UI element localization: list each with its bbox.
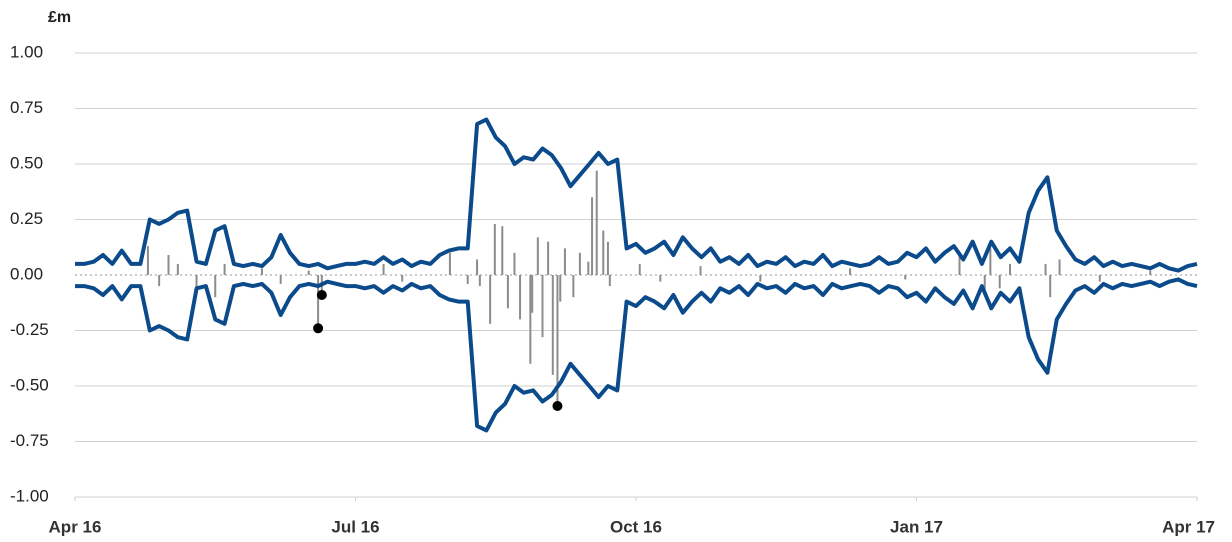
pnl-bar [904, 275, 907, 280]
var-line [75, 277, 1198, 433]
x-tick-label: Apr 17 [1162, 517, 1215, 536]
exception-dot [313, 323, 324, 334]
pnl-bar [519, 275, 522, 320]
y-tick-label: 0.00 [10, 264, 43, 283]
x-tick-label: Jan 17 [890, 517, 943, 536]
pnl-bar [849, 268, 852, 275]
pnl-bar [958, 252, 961, 275]
pnl-bar [1044, 263, 1047, 275]
pnl-bar [158, 275, 161, 287]
pnl-bar [608, 275, 611, 287]
y-tick-label: 0.50 [10, 153, 43, 172]
pnl-bar [1009, 263, 1011, 275]
pnl-bar [501, 226, 504, 275]
pnl-bar [659, 275, 662, 282]
pnl-bar [602, 230, 605, 275]
pnl-bar [638, 263, 641, 275]
pnl-bar [572, 275, 575, 298]
pnl-bar [513, 252, 516, 275]
y-tick-label: -0.25 [10, 320, 49, 339]
y-tick-label: 0.75 [10, 98, 43, 117]
pnl-bar [506, 275, 509, 309]
pnl-bar [595, 170, 598, 275]
pnl-bar [578, 252, 581, 275]
y-tick-label: -0.50 [10, 375, 49, 394]
pnl-bar [541, 275, 544, 338]
x-tick-label: Jul 16 [331, 517, 379, 536]
pnl-bar [214, 275, 217, 298]
exception-dot [552, 400, 563, 411]
pnl-bar [382, 263, 385, 275]
pnl-bar [563, 248, 566, 275]
pnl-bar [1058, 259, 1061, 275]
pnl-bar [176, 263, 179, 275]
pnl-bar [466, 275, 469, 284]
pnl-bar [556, 275, 559, 406]
pnl-bar [167, 255, 170, 275]
pnl-bar [529, 275, 532, 364]
pnl-bar [536, 237, 539, 275]
pnl-bar [476, 259, 479, 275]
y-axis-label: £m [48, 9, 71, 26]
pnl-bar [317, 275, 320, 329]
pnl-bar [493, 223, 496, 275]
y-tick-label: 0.25 [10, 209, 43, 228]
pnl-bar [551, 275, 554, 375]
y-tick-label: -1.00 [10, 486, 49, 505]
pnl-bar [606, 241, 609, 275]
pnl-bar [983, 275, 986, 293]
pnl-bar [699, 266, 702, 275]
exception-dot [316, 289, 327, 300]
pnl-bar [559, 275, 562, 302]
y-tick-label: -0.75 [10, 431, 49, 450]
pnl-bar [223, 263, 226, 275]
y-tick-label: 1.00 [10, 42, 43, 61]
pnl-bar [547, 241, 550, 275]
pnl-bar [279, 275, 282, 284]
pnl-bar [587, 261, 590, 275]
x-tick-label: Oct 16 [610, 517, 662, 536]
pnl-bar [307, 270, 310, 275]
pnl-bar [401, 275, 404, 282]
pnl-bar [195, 275, 198, 291]
pnl-bar [1149, 270, 1152, 275]
pnl-bar [1098, 275, 1101, 282]
pnl-bar [478, 275, 481, 287]
pnl-bar [989, 248, 992, 275]
pnl-bar [448, 252, 451, 275]
pnl-bar [1049, 275, 1052, 298]
pnl-bar [998, 275, 1001, 289]
var-line [75, 117, 1198, 273]
pnl-bar [261, 268, 263, 275]
x-tick-label: Apr 16 [49, 517, 102, 536]
pnl-bar [146, 246, 149, 275]
pnl-bar [759, 275, 762, 282]
pnl-bar [489, 275, 492, 324]
pnl-bar [531, 275, 534, 313]
pnl-bar [591, 197, 594, 275]
